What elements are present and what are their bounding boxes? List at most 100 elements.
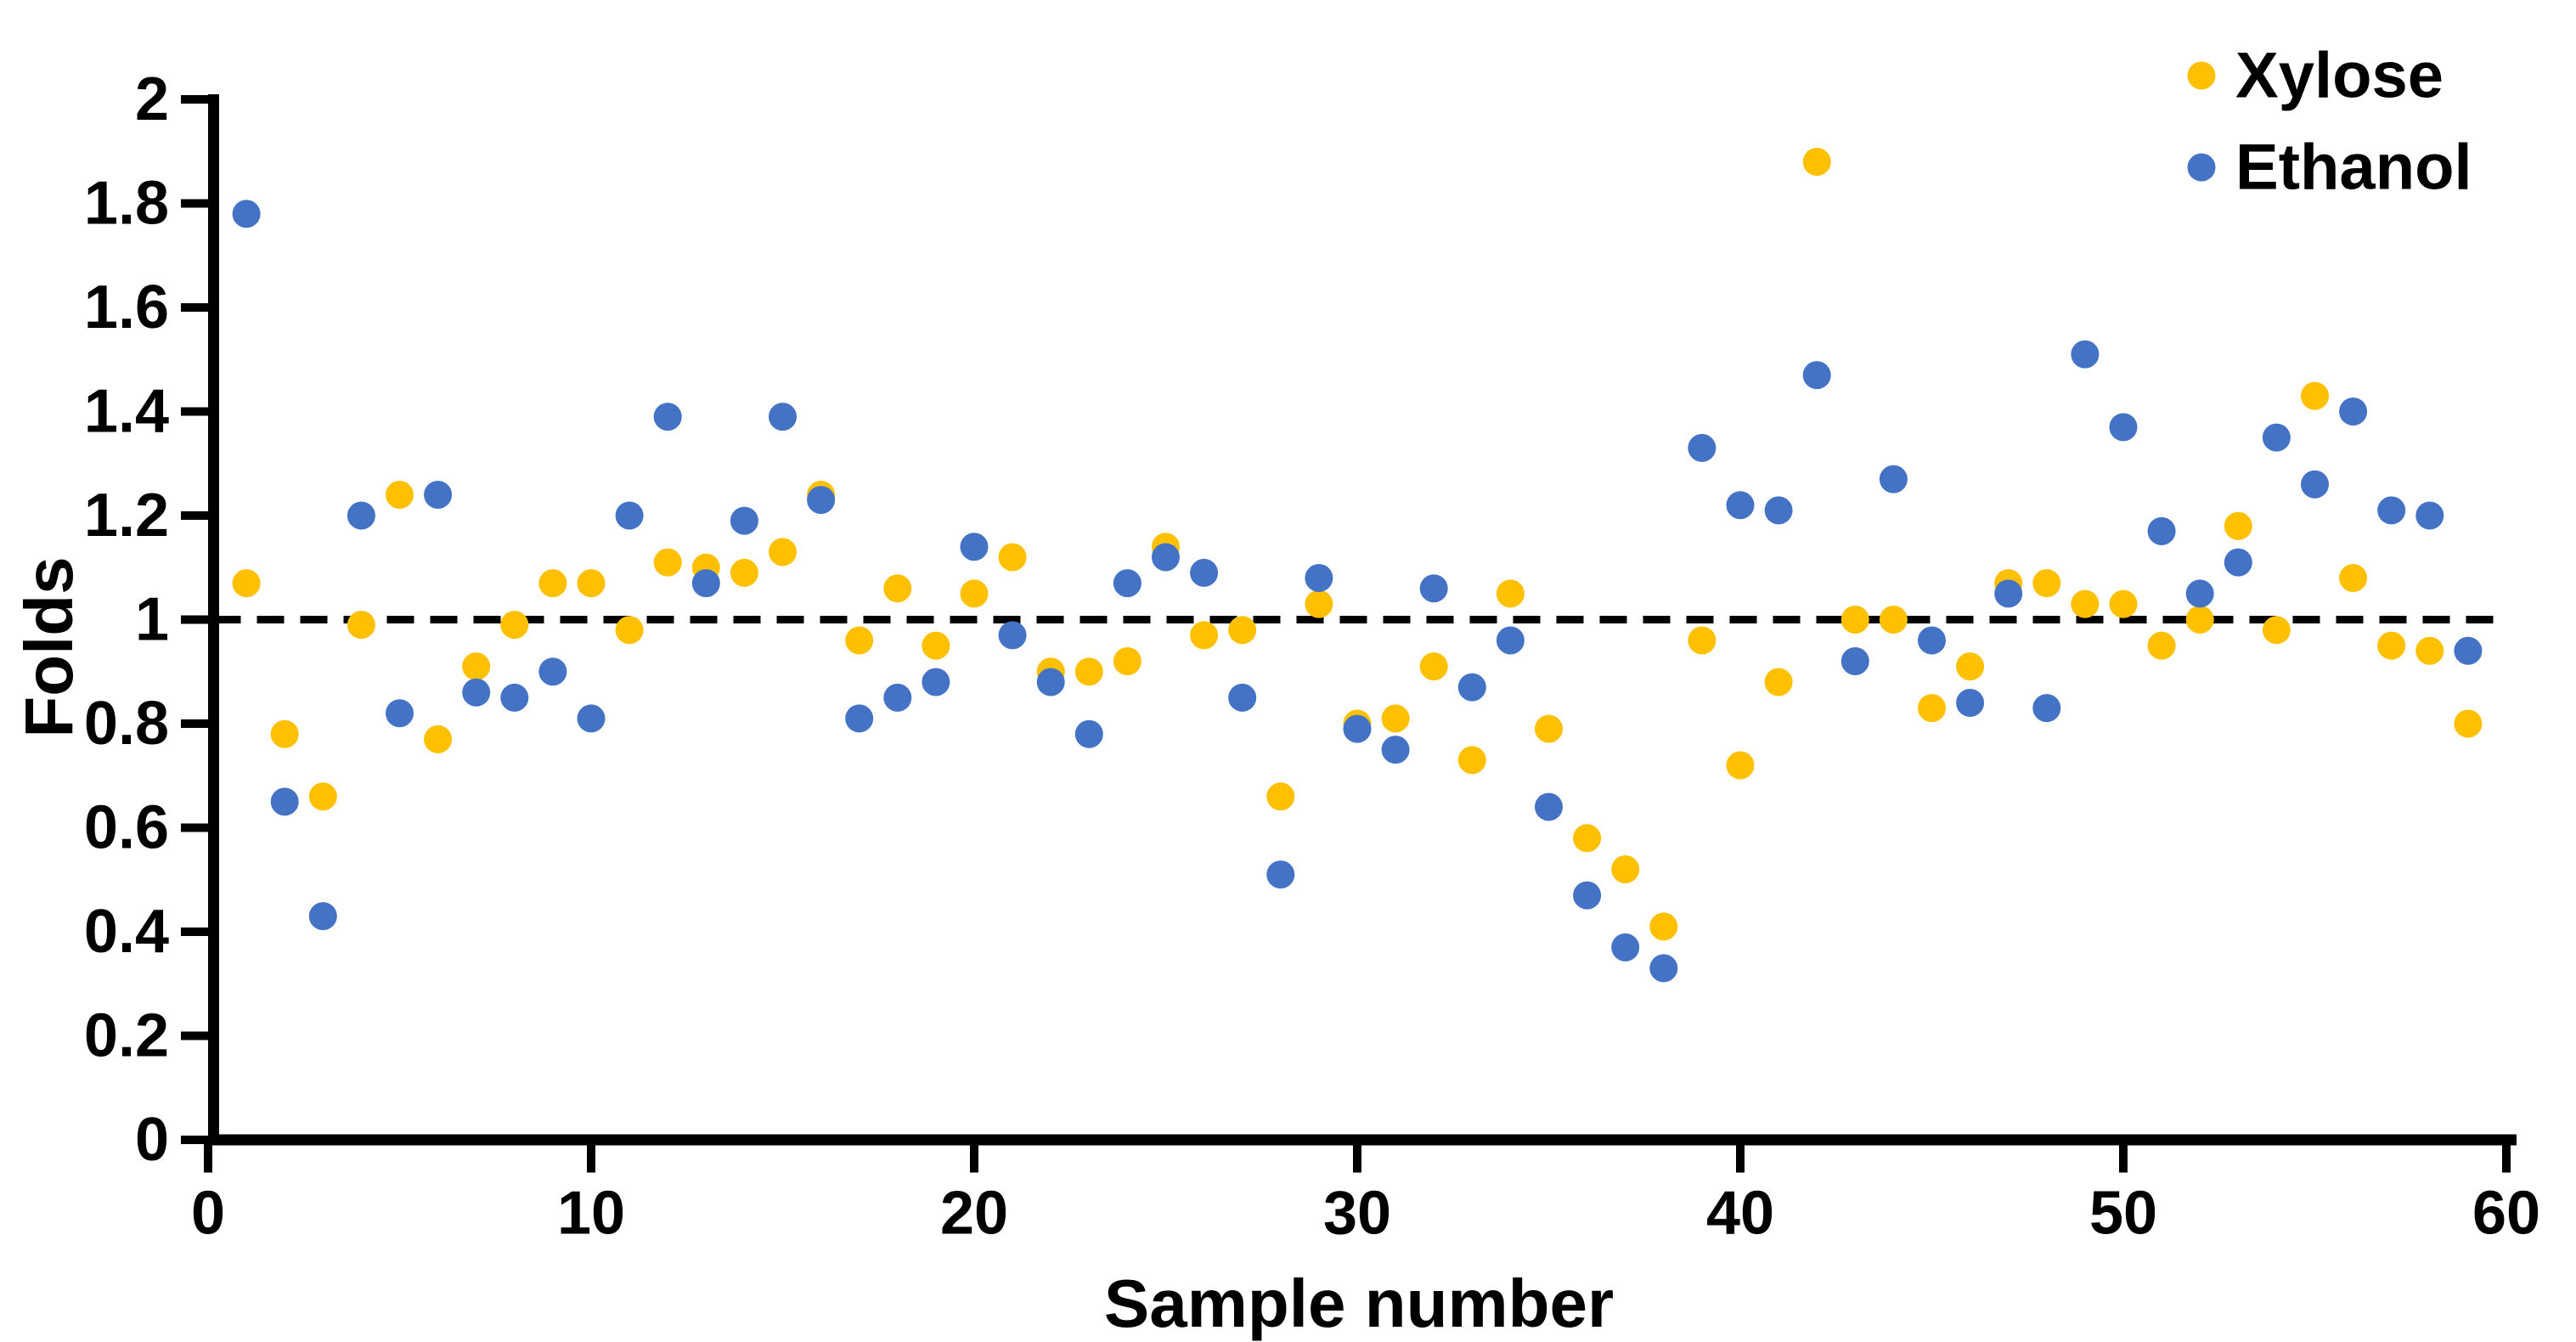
data-point-ethanol [1228,683,1257,712]
data-point-xylose [232,569,261,598]
y-tick-label: 0 [135,1106,169,1174]
legend-marker-ethanol [2187,153,2216,182]
data-point-ethanol [2377,496,2406,525]
data-point-xylose [2109,589,2138,618]
x-tick-label: 10 [557,1180,625,1248]
data-point-ethanol [2224,548,2252,577]
x-tick-label: 60 [2472,1180,2540,1248]
data-point-xylose [1190,621,1219,650]
data-point-ethanol [1573,881,1602,910]
legend-marker-xylose [2187,61,2216,90]
legend: Xylose Ethanol [2187,40,2472,204]
data-point-ethanol [1074,719,1103,748]
data-point-ethanol [1343,714,1372,743]
data-point-ethanol [2071,340,2100,369]
legend-label-xylose: Xylose [2235,40,2444,112]
data-point-xylose [2262,616,2291,645]
data-point-xylose [2224,511,2252,540]
x-tick-label: 20 [940,1180,1008,1248]
data-point-ethanol [2339,398,2368,426]
data-point-ethanol [270,787,299,816]
data-point-xylose [1649,912,1678,941]
data-point-xylose [2032,569,2061,598]
data-point-xylose [998,543,1027,572]
data-point-ethanol [538,657,567,686]
data-point-xylose [538,569,567,598]
data-point-ethanol [883,683,912,712]
y-tick-label: 1.2 [84,482,169,550]
data-point-ethanol [769,403,797,431]
data-point-ethanol [1457,673,1486,702]
x-axis-title: Sample number [1104,1266,1614,1341]
data-point-xylose [424,725,453,753]
data-point-ethanol [845,704,874,733]
data-point-xylose [2377,631,2406,660]
data-point-xylose [462,652,491,681]
data-point-ethanol [1266,860,1295,889]
data-point-xylose [615,616,644,645]
data-point-xylose [2301,381,2329,410]
data-point-ethanol [1688,433,1716,462]
data-point-xylose [2454,709,2483,738]
x-tick-label: 30 [1323,1180,1391,1248]
y-tick-label: 0.4 [84,898,169,966]
data-point-ethanol [615,501,644,530]
data-point-xylose [270,719,299,748]
data-point-ethanol [1611,933,1640,961]
data-point-xylose [1956,652,1985,681]
data-point-xylose [1611,855,1640,883]
data-point-ethanol [1956,689,1985,717]
y-tick-label: 1.8 [84,170,169,238]
data-point-ethanol [1649,954,1678,983]
data-point-ethanol [2262,423,2291,452]
data-point-ethanol [2301,470,2329,499]
data-point-xylose [1535,714,1563,743]
data-point-xylose [1688,626,1716,655]
data-point-ethanol [1381,736,1410,764]
data-point-xylose [347,611,375,640]
data-point-ethanol [1036,668,1065,696]
data-point-xylose [1802,148,1831,176]
data-point-ethanol [1305,564,1333,592]
data-point-xylose [577,569,606,598]
data-point-ethanol [1764,496,1793,525]
y-tick-label: 1.4 [84,378,169,446]
data-point-xylose [2185,606,2214,634]
data-points [232,148,2483,983]
data-point-ethanol [1918,626,1946,655]
data-point-ethanol [807,486,836,515]
data-point-xylose [1113,647,1141,675]
data-point-ethanol [653,403,682,431]
data-point-xylose [2071,589,2100,618]
data-point-ethanol [998,621,1027,650]
data-point-xylose [308,782,337,811]
data-point-xylose [1918,694,1946,723]
data-point-ethanol [730,506,758,535]
data-point-ethanol [232,200,261,228]
data-point-xylose [386,481,414,509]
data-point-ethanol [2032,694,2061,723]
data-point-ethanol [2454,636,2483,665]
data-point-ethanol [1994,579,2023,608]
data-point-ethanol [2109,413,2138,442]
data-point-ethanol [960,533,989,561]
data-point-xylose [1764,668,1793,696]
data-point-ethanol [1879,465,1908,493]
y-tick-label: 2 [135,65,169,133]
data-point-ethanol [1419,574,1448,603]
data-point-xylose [1879,606,1908,634]
data-point-ethanol [1113,569,1141,598]
data-point-ethanol [1535,792,1563,821]
x-tick-label: 0 [191,1180,225,1248]
data-point-ethanol [462,678,491,707]
data-point-ethanol [1496,626,1525,655]
data-point-xylose [1419,652,1448,681]
data-point-xylose [845,626,874,655]
y-tick-label: 0.6 [84,794,169,862]
data-point-xylose [769,538,797,567]
legend-label-ethanol: Ethanol [2235,132,2472,204]
y-tick-label: 1.6 [84,273,169,341]
data-point-xylose [1840,606,1869,634]
data-point-xylose [1074,657,1103,686]
